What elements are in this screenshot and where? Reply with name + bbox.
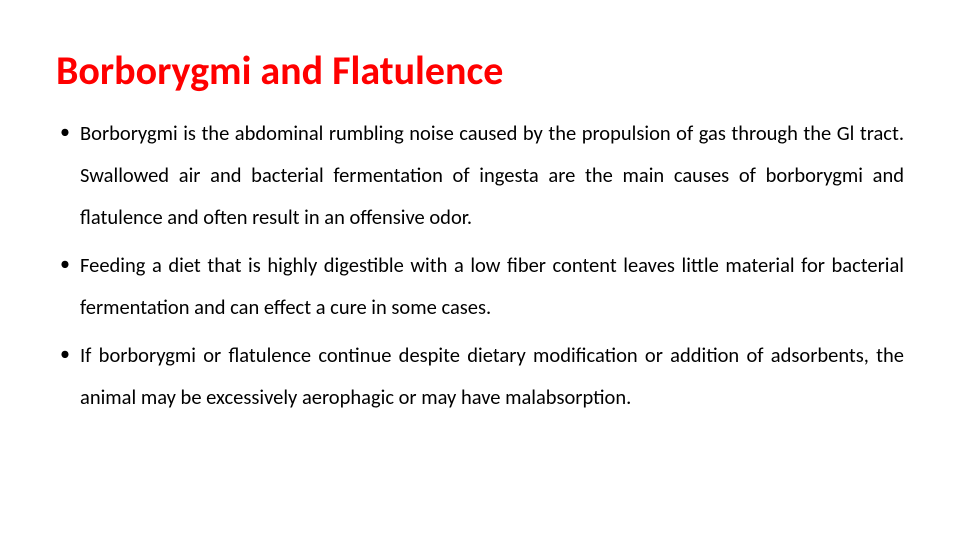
bullet-item: If borborygmi or flatulence continue des… <box>56 334 904 418</box>
slide-title: Borborygmi and Flatulence <box>56 48 904 94</box>
bullet-text: If borborygmi or flatulence continue des… <box>80 342 904 410</box>
slide-container: Borborygmi and Flatulence Borborygmi is … <box>0 0 960 540</box>
bullet-text: Feeding a diet that is highly digestible… <box>80 252 904 320</box>
bullet-text: Borborygmi is the abdominal rumbling noi… <box>80 120 904 230</box>
bullet-item: Feeding a diet that is highly digestible… <box>56 244 904 328</box>
bullet-list: Borborygmi is the abdominal rumbling noi… <box>56 112 904 418</box>
bullet-item: Borborygmi is the abdominal rumbling noi… <box>56 112 904 238</box>
